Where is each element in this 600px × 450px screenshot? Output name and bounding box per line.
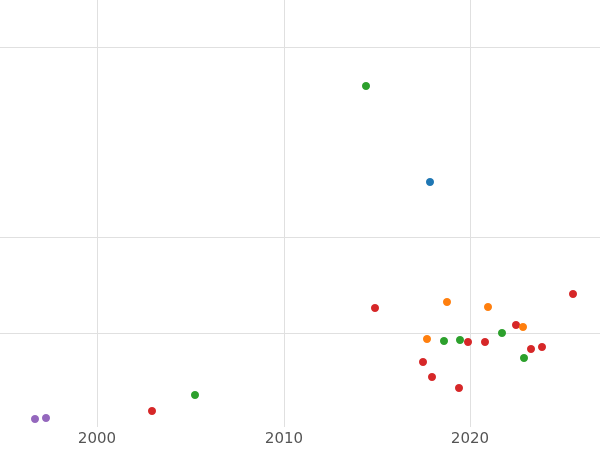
data-point-purple: [31, 415, 39, 423]
data-point-red: [527, 345, 535, 353]
horizontal-gridline: [0, 236, 600, 238]
data-point-red: [538, 343, 546, 351]
data-point-green: [191, 391, 199, 399]
x-tick-label: 2020: [450, 429, 490, 447]
data-point-green: [440, 337, 448, 345]
vertical-gridline: [283, 0, 285, 427]
horizontal-gridline: [0, 46, 600, 48]
data-point-orange: [443, 298, 451, 306]
data-point-red: [464, 338, 472, 346]
data-point-green: [362, 82, 370, 90]
data-point-red: [481, 338, 489, 346]
data-point-green: [520, 354, 528, 362]
vertical-gridline: [96, 0, 98, 427]
data-point-red: [371, 304, 379, 312]
data-point-green: [456, 336, 464, 344]
data-point-orange: [519, 323, 527, 331]
data-point-purple: [42, 414, 50, 422]
data-point-blue: [426, 178, 434, 186]
horizontal-gridline: [0, 332, 600, 334]
vertical-gridline: [469, 0, 471, 427]
data-point-orange: [484, 303, 492, 311]
x-tick-label: 2000: [77, 429, 117, 447]
data-point-green: [498, 329, 506, 337]
data-point-orange: [423, 335, 431, 343]
x-tick-label: 2010: [264, 429, 304, 447]
data-point-red: [569, 290, 577, 298]
data-point-red: [512, 321, 520, 329]
data-point-red: [419, 358, 427, 366]
data-point-red: [428, 373, 436, 381]
data-point-red: [455, 384, 463, 392]
data-point-red: [148, 407, 156, 415]
